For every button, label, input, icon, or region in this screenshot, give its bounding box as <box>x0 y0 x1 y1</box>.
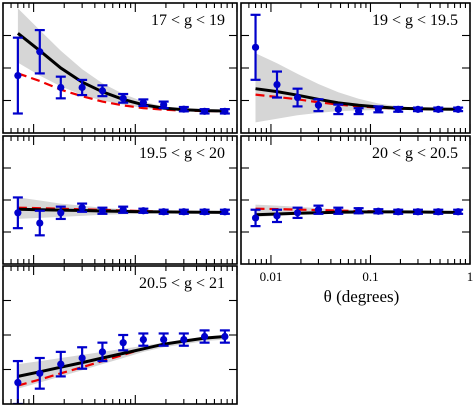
data-point <box>292 206 303 220</box>
panel-title-2: 19 < g < 19.5 <box>372 12 458 29</box>
panel-4: 20 < g < 20.5 <box>240 135 471 265</box>
x-ticks-3 <box>2 136 238 264</box>
panel-2: 19 < g < 19.5 <box>240 2 471 134</box>
panel-title-1: 17 < g < 19 <box>151 12 225 29</box>
panel-5: 20.5 < g < 21 <box>2 265 238 405</box>
data-point <box>138 207 149 215</box>
data-point <box>433 208 444 216</box>
solid-model-line-2 <box>255 87 459 111</box>
data-point <box>158 208 169 216</box>
data-point <box>412 105 423 113</box>
panel-3: 19.5 < g < 20 <box>2 135 238 265</box>
x-ticks-2 <box>240 3 471 133</box>
data-point <box>55 75 66 100</box>
data-point <box>12 36 23 115</box>
data-point <box>250 208 261 228</box>
model-uncertainty-band-2 <box>255 53 459 123</box>
data-point <box>373 207 384 215</box>
data-point <box>158 332 169 347</box>
data-point <box>393 105 404 113</box>
data-point <box>178 208 189 216</box>
data-point <box>118 333 129 352</box>
x-tick-label: 0.01 <box>260 269 283 284</box>
data-point <box>453 208 464 216</box>
data-point <box>12 359 23 404</box>
data-point <box>138 98 149 108</box>
data-point <box>412 208 423 216</box>
data-point <box>55 205 66 221</box>
x-tick-label: 1 <box>467 269 474 284</box>
x-axis-title: θ (degrees) <box>324 287 400 306</box>
solid-model-line-5 <box>17 335 226 378</box>
data-point <box>433 105 444 113</box>
panel-title-5: 20.5 < g < 21 <box>139 275 225 292</box>
x-ticks-4 <box>240 136 471 264</box>
data-point <box>97 206 108 215</box>
data-point <box>353 107 364 116</box>
x-ticks-5 <box>2 266 238 404</box>
data-point <box>250 13 261 81</box>
data-point <box>313 98 324 113</box>
data-point <box>219 329 230 344</box>
data-point <box>77 202 88 213</box>
data-point <box>199 107 210 115</box>
data-point <box>292 87 303 108</box>
data-point <box>55 350 66 378</box>
model-uncertainty-band-3 <box>17 197 225 219</box>
data-point <box>271 208 282 224</box>
data-point <box>12 196 23 230</box>
data-point <box>313 204 324 215</box>
data-point <box>271 70 282 99</box>
data-point <box>219 208 230 216</box>
data-point <box>118 92 129 104</box>
data-point <box>34 28 45 75</box>
panel-title-3: 19.5 < g < 20 <box>139 145 225 162</box>
data-point <box>353 207 364 215</box>
data-point <box>178 105 189 113</box>
data-point <box>77 346 88 370</box>
data-point <box>158 100 169 110</box>
x-axis-labels: 0.01 0.1 1 θ (degrees) <box>260 269 474 306</box>
panel-1: 17 < g < 19 <box>2 2 238 134</box>
data-point <box>219 107 230 115</box>
panel-title-4: 20 < g < 20.5 <box>372 145 458 162</box>
data-point <box>373 105 384 114</box>
data-point <box>34 356 45 390</box>
data-point <box>77 78 88 97</box>
data-point <box>34 209 45 237</box>
data-point <box>393 208 404 216</box>
data-point <box>97 84 108 98</box>
data-point <box>453 105 464 113</box>
data-point <box>138 332 149 347</box>
data-point <box>118 205 129 214</box>
data-point <box>178 332 189 347</box>
data-point <box>199 208 210 216</box>
data-point <box>199 329 210 344</box>
data-point <box>333 206 344 215</box>
model-uncertainty-band-1 <box>17 8 225 112</box>
x-tick-label: 0.1 <box>362 269 378 284</box>
x-ticks-1 <box>2 3 238 133</box>
data-point <box>333 103 344 116</box>
data-point <box>97 341 108 363</box>
